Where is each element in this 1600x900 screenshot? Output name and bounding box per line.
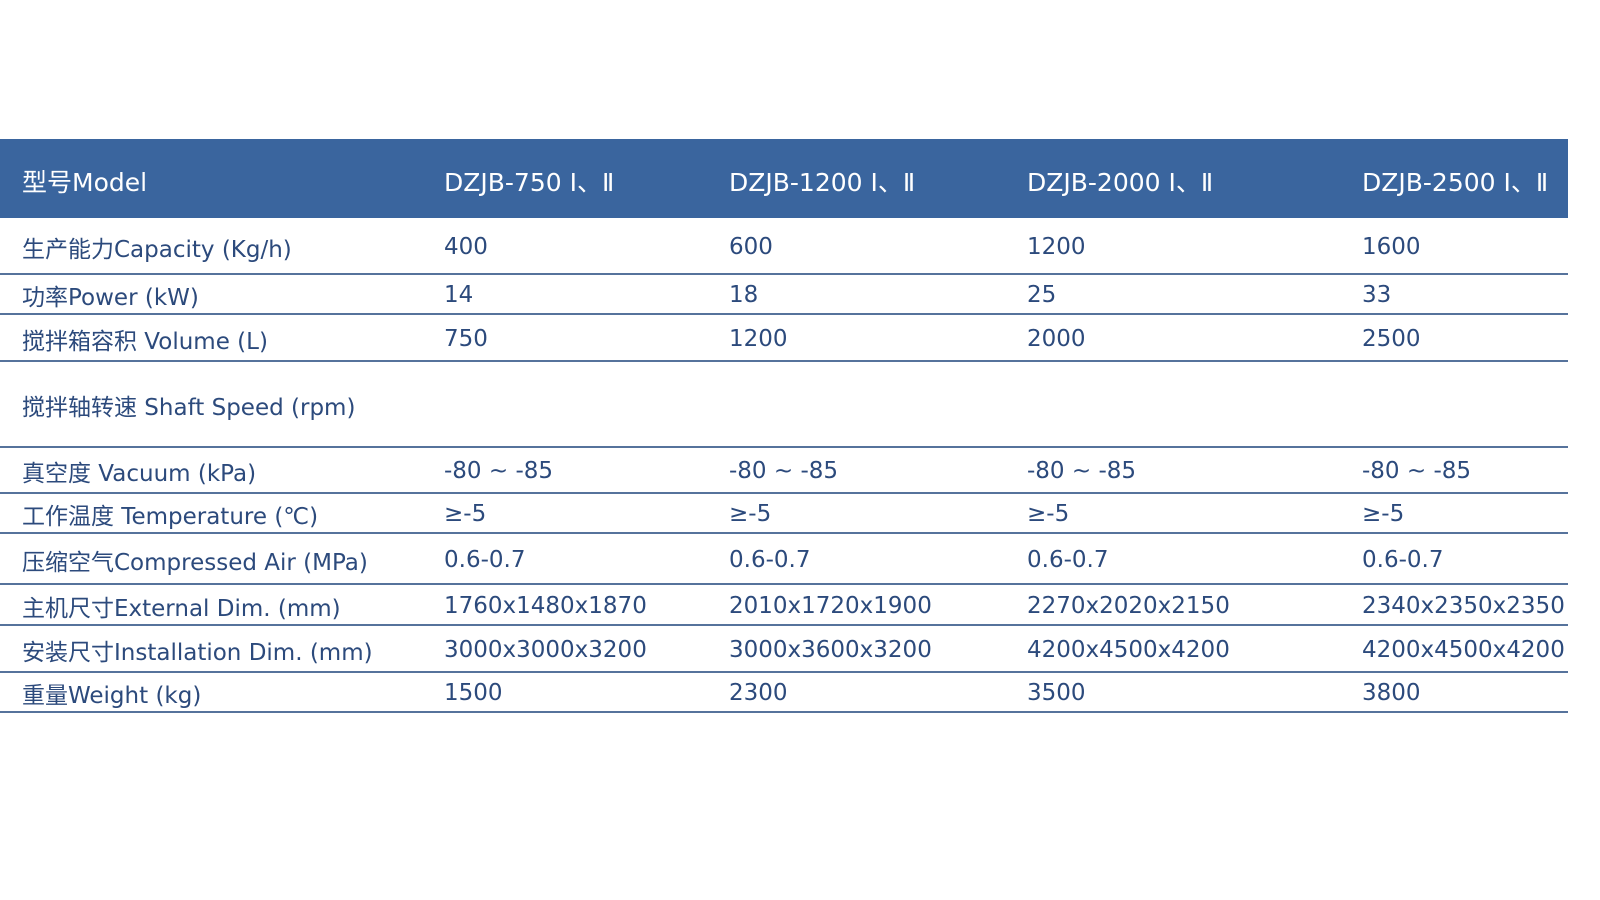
value-cell: 3500 — [1027, 680, 1086, 706]
row-divider — [0, 273, 1568, 275]
row-label: 生产能力Capacity (Kg/h) — [22, 237, 292, 263]
row-divider — [0, 583, 1568, 585]
row-label: 重量Weight (kg) — [22, 683, 202, 709]
row-label: 安装尺寸Installation Dim. (mm) — [22, 639, 373, 666]
value-cell: 2340x2350x2350 — [1362, 592, 1565, 619]
row-divider — [0, 624, 1568, 626]
value-cell: 2300 — [729, 680, 788, 706]
row-divider — [0, 671, 1568, 673]
value-cell: -80 ~ -85 — [444, 458, 554, 484]
header-bar — [0, 139, 1568, 218]
row-divider — [0, 446, 1568, 448]
row-label: 工作温度 Temperature (℃) — [22, 504, 319, 530]
value-cell: 2500 — [1362, 325, 1421, 352]
header-cell: DZJB-2500 Ⅰ、Ⅱ — [1362, 168, 1549, 197]
value-cell: 25 — [1027, 282, 1057, 308]
row-divider — [0, 360, 1568, 362]
value-cell: 3000x3600x3200 — [729, 636, 932, 663]
value-cell: 2000 — [1027, 325, 1086, 352]
value-cell: ≥-5 — [1027, 501, 1070, 527]
value-cell: 2010x1720x1900 — [729, 592, 932, 619]
value-cell: -80 ~ -85 — [729, 458, 839, 484]
value-cell: 14 — [444, 282, 474, 308]
row-label: 压缩空气Compressed Air (MPa) — [22, 549, 368, 576]
value-cell: 750 — [444, 325, 488, 352]
row-label: 功率Power (kW) — [22, 285, 199, 311]
header-cell: 型号Model — [22, 168, 148, 197]
value-cell: 1600 — [1362, 234, 1421, 260]
value-cell: 1200 — [729, 325, 788, 352]
value-cell: 600 — [729, 234, 773, 260]
value-cell: 4200x4500x4200 — [1027, 636, 1230, 663]
row-divider — [0, 492, 1568, 494]
row-label: 真空度 Vacuum (kPa) — [22, 461, 257, 487]
row-divider — [0, 313, 1568, 315]
row-divider — [0, 532, 1568, 534]
value-cell: 3800 — [1362, 680, 1421, 706]
value-cell: 400 — [444, 234, 488, 260]
value-cell: 18 — [729, 282, 759, 308]
header-cell: DZJB-1200 Ⅰ、Ⅱ — [729, 168, 916, 197]
value-cell: ≥-5 — [1362, 501, 1405, 527]
value-cell: ≥-5 — [729, 501, 772, 527]
value-cell: -80 ~ -85 — [1027, 458, 1137, 484]
value-cell: ≥-5 — [444, 501, 487, 527]
value-cell: 0.6-0.7 — [1362, 546, 1444, 573]
row-label: 主机尺寸External Dim. (mm) — [22, 595, 341, 622]
value-cell: 2270x2020x2150 — [1027, 592, 1230, 619]
value-cell: 33 — [1362, 282, 1392, 308]
value-cell: 0.6-0.7 — [444, 546, 526, 573]
value-cell: 1200 — [1027, 234, 1086, 260]
row-divider — [0, 711, 1568, 713]
value-cell: 1500 — [444, 680, 503, 706]
value-cell: -80 ~ -85 — [1362, 458, 1472, 484]
value-cell: 1760x1480x1870 — [444, 592, 647, 619]
row-label: 搅拌轴转速 Shaft Speed (rpm) — [22, 395, 356, 421]
value-cell: 0.6-0.7 — [729, 546, 811, 573]
header-cell: DZJB-2000 Ⅰ、Ⅱ — [1027, 168, 1214, 197]
value-cell: 3000x3000x3200 — [444, 636, 647, 663]
header-cell: DZJB-750 Ⅰ、Ⅱ — [444, 168, 615, 197]
value-cell: 0.6-0.7 — [1027, 546, 1109, 573]
row-label: 搅拌箱容积 Volume (L) — [22, 328, 268, 355]
value-cell: 4200x4500x4200 — [1362, 636, 1565, 663]
